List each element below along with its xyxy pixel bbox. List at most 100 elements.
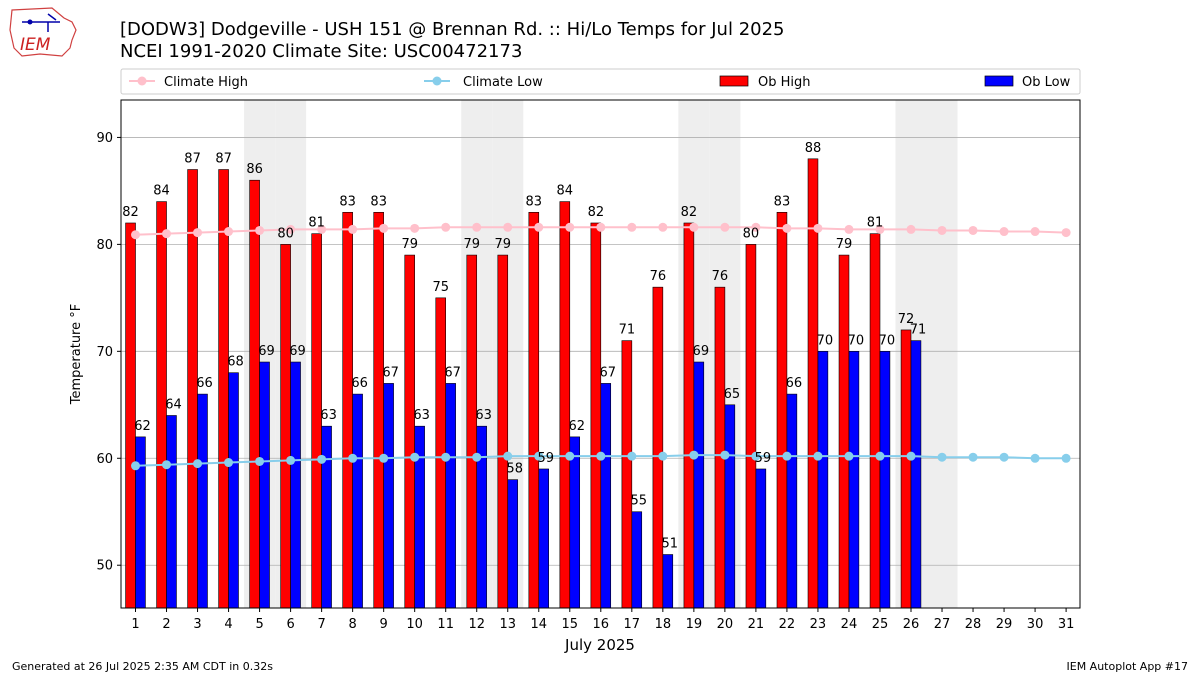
ob-high-label-day-12: 79 [463, 237, 480, 252]
ob-high-bar-day-17 [621, 340, 633, 609]
ob-high-label-day-20: 76 [712, 269, 729, 284]
climate-high-point-day-27 [937, 225, 947, 235]
legend: Climate High Climate Low Ob High Ob Low [120, 68, 1081, 95]
climate-low-point-day-20 [720, 450, 730, 460]
ob-high-bar-day-18 [652, 286, 664, 609]
x-tick-label-22: 22 [779, 617, 796, 632]
climate-low-point-day-31 [1061, 453, 1071, 463]
ob-high-bar-day-14 [528, 211, 540, 609]
x-tick-label-20: 20 [717, 617, 734, 632]
climate-low-point-day-18 [658, 451, 668, 461]
x-tick-label-14: 14 [530, 617, 547, 632]
climate-low-point-day-27 [937, 452, 947, 462]
weekend-shade-day-27 [926, 100, 958, 608]
ob-low-bar-day-11 [445, 383, 456, 609]
legend-climate-low-marker [432, 76, 442, 86]
climate-high-point-day-8 [348, 224, 358, 234]
ob-high-label-day-16: 82 [588, 205, 605, 220]
ob-low-bar-day-6 [290, 361, 301, 609]
climate-high-point-day-23 [813, 223, 823, 233]
climate-low-point-day-28 [968, 452, 978, 462]
climate-low-point-day-10 [410, 452, 420, 462]
climate-high-point-day-21 [751, 222, 761, 232]
ob-low-label-day-12: 63 [475, 408, 492, 423]
ob-low-bar-day-2 [166, 415, 177, 609]
ob-low-bar-day-9 [383, 383, 394, 609]
ob-high-bar-day-10 [404, 254, 415, 609]
ob-low-bar-day-20 [724, 404, 736, 609]
climate-low-point-day-9 [379, 453, 389, 463]
y-axis-ticks: 50 60 70 80 90 [96, 131, 121, 574]
ob-high-bar-day-5 [249, 179, 260, 609]
ob-low-label-day-2: 64 [165, 397, 182, 412]
climate-low-point-day-22 [782, 451, 792, 461]
ob-low-bar-day-25 [879, 351, 891, 609]
ob-low-bar-day-26 [910, 340, 922, 609]
y-axis-label: Temperature °F [69, 304, 84, 405]
y-tick-label-50: 50 [96, 559, 113, 574]
ob-high-bar-day-8 [342, 211, 353, 609]
climate-high-point-day-17 [627, 222, 637, 232]
climate-high-point-day-15 [565, 222, 575, 232]
climate-high-point-day-5 [255, 225, 265, 235]
ob-low-label-day-9: 67 [382, 365, 399, 380]
ob-high-label-day-11: 75 [432, 280, 449, 295]
x-axis-label: July 2025 [564, 636, 635, 654]
climate-low-point-day-6 [286, 455, 296, 465]
ob-low-label-day-26: 71 [910, 323, 927, 338]
ob-high-label-day-14: 83 [526, 194, 543, 209]
ob-high-bar-day-1 [125, 222, 136, 609]
ob-high-label-day-2: 84 [153, 184, 170, 199]
x-tick-label-23: 23 [810, 617, 827, 632]
legend-climate-low: Climate Low [463, 75, 543, 90]
climate-low-point-day-13 [503, 451, 513, 461]
climate-high-point-day-19 [689, 222, 699, 232]
climate-high-point-day-20 [720, 222, 730, 232]
x-tick-label-17: 17 [624, 617, 641, 632]
ob-high-label-day-26: 72 [898, 312, 915, 327]
climate-low-point-day-11 [441, 452, 451, 462]
x-tick-label-6: 6 [286, 617, 294, 632]
ob-high-bar-day-24 [838, 254, 850, 609]
ob-high-label-day-6: 80 [277, 226, 294, 241]
ob-low-label-day-1: 62 [134, 419, 151, 434]
legend-ob-high: Ob High [758, 75, 811, 90]
climate-low-point-day-2 [162, 460, 172, 470]
ob-low-bar-day-23 [817, 351, 829, 609]
x-tick-label-12: 12 [468, 617, 485, 632]
y-tick-label-70: 70 [96, 345, 113, 360]
ob-low-label-day-5: 69 [258, 344, 275, 359]
x-tick-label-8: 8 [348, 617, 356, 632]
ob-high-label-day-13: 79 [495, 237, 512, 252]
climate-high-point-day-22 [782, 223, 792, 233]
ob-low-label-day-16: 67 [599, 365, 616, 380]
x-tick-label-18: 18 [655, 617, 672, 632]
climate-high-point-day-29 [999, 227, 1009, 237]
ob-high-label-day-22: 83 [774, 194, 791, 209]
climate-high-point-day-28 [968, 225, 978, 235]
ob-low-label-day-15: 62 [568, 419, 585, 434]
x-tick-label-24: 24 [841, 617, 858, 632]
x-tick-label-19: 19 [686, 617, 703, 632]
ob-low-label-day-22: 66 [786, 376, 803, 391]
ob-low-bar-day-19 [693, 361, 705, 609]
ob-low-label-day-3: 66 [196, 376, 213, 391]
ob-high-bar-day-26 [900, 329, 912, 609]
x-tick-label-15: 15 [562, 617, 579, 632]
x-tick-label-30: 30 [1027, 617, 1044, 632]
x-tick-label-2: 2 [162, 617, 170, 632]
ob-low-label-day-23: 70 [817, 333, 834, 348]
data-labels: 82 84 87 87 86 80 81 83 83 79 75 79 79 83 84 82 71 76 82 76… [122, 141, 926, 552]
climate-low-point-day-19 [689, 450, 699, 460]
ob-high-label-day-8: 83 [339, 194, 356, 209]
climate-low-point-day-12 [472, 452, 482, 462]
ob-high-bar-day-11 [435, 297, 446, 609]
ob-high-bar-day-15 [559, 201, 571, 609]
ob-high-label-day-18: 76 [650, 269, 667, 284]
ob-high-bar-day-25 [869, 233, 881, 609]
climate-high-point-day-24 [844, 224, 854, 234]
ob-high-bar-day-19 [683, 222, 695, 609]
ob-low-bar-day-8 [352, 393, 363, 609]
climate-high-point-day-14 [534, 222, 544, 232]
x-tick-label-29: 29 [996, 617, 1013, 632]
